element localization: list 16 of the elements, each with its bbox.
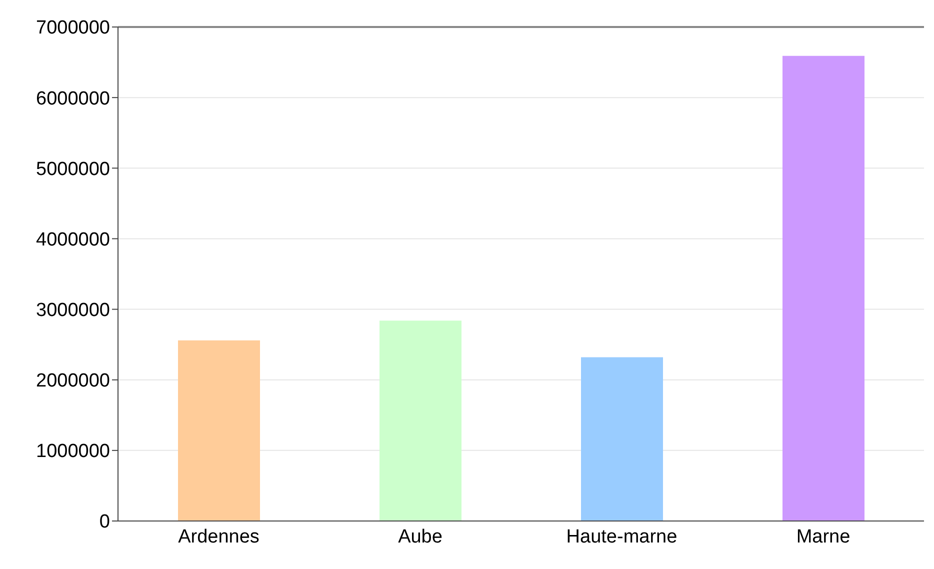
x-tick-label: Aube [398, 526, 442, 548]
y-tick-label: 4000000 [36, 229, 110, 250]
bar [380, 320, 462, 521]
y-tick-label: 5000000 [36, 158, 110, 180]
y-tick-label: 0 [99, 512, 110, 533]
x-tick-label: Haute-marne [566, 526, 678, 548]
bar [782, 56, 864, 521]
y-tick-label: 6000000 [36, 88, 110, 110]
bar [178, 340, 260, 521]
y-tick-label: 1000000 [36, 441, 110, 462]
y-tick-label: 2000000 [36, 370, 110, 392]
x-tick-label: Marne [796, 526, 850, 548]
y-tick-label: 7000000 [36, 18, 110, 39]
x-tick-label: Ardennes [178, 526, 260, 548]
y-tick-label: 3000000 [36, 300, 110, 322]
bar [581, 357, 663, 521]
